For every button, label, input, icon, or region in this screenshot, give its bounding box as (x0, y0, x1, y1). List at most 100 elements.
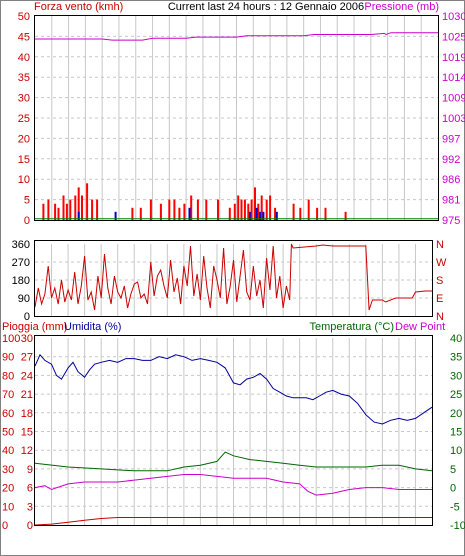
wind-bar (292, 203, 295, 220)
humidity-tick-label: 24 (21, 370, 33, 382)
temperature-tick-label: 15 (450, 427, 462, 439)
temperature-tick-label: 20 (450, 408, 462, 420)
wind-bar (183, 203, 186, 220)
temperature-tick-label: -5 (450, 501, 460, 513)
pressure-tick-label: 992 (442, 154, 460, 166)
wind-bar (228, 207, 231, 220)
temperature-tick-label: 35 (450, 352, 462, 364)
wind-bar (178, 207, 181, 220)
wind-bar (259, 211, 261, 220)
rain-tick-label: 50 (2, 427, 14, 439)
pressure-label: Pressione (mb) (364, 1, 439, 13)
wind-bar (62, 195, 65, 220)
rain-tick-label: 30 (2, 464, 14, 476)
wind-bar (65, 203, 68, 220)
wind-direction-tick-label: 90 (18, 293, 30, 305)
pressure-tick-label: 997 (442, 133, 460, 145)
wind-speed-tick-label: 15 (18, 154, 30, 166)
humidity-tick-label: 9 (27, 464, 33, 476)
pressure-tick-label: 986 (442, 174, 460, 186)
wind-bar (344, 211, 347, 220)
wind-bar (254, 187, 256, 220)
wind-bar (131, 207, 134, 220)
rain-tick-label: 10 (2, 501, 14, 513)
pressure-tick-label: 981 (442, 195, 460, 207)
wind-bar (237, 195, 240, 220)
wind-bar (96, 199, 99, 220)
rain-series (34, 517, 432, 526)
humidity-label: Umidita (%) (64, 321, 121, 333)
compass-label: N (436, 239, 444, 251)
wind-bar (269, 195, 272, 220)
wind-bar (233, 203, 236, 220)
humidity-tick-label: 12 (21, 445, 33, 457)
wind-bar (81, 195, 83, 220)
temperature-series (34, 451, 433, 472)
wind-direction-tick-label: 270 (12, 257, 30, 269)
humidity-tick-label: 15 (21, 427, 33, 439)
wind-bar (57, 207, 60, 220)
humidity-series (34, 353, 433, 425)
wind-bar (149, 199, 152, 220)
wind-speed-tick-label: 40 (18, 52, 30, 64)
wind-bar (248, 211, 251, 220)
wind-bar (168, 199, 171, 220)
wind-speed-tick-label: 0 (24, 215, 30, 227)
wind-bar (42, 203, 45, 220)
climate-ticks: 1009080706050403020100302724211815129630… (2, 333, 465, 532)
rain-tick-label: 60 (2, 408, 14, 420)
wind-bar (188, 207, 191, 220)
wind-direction-plot-frame (34, 240, 433, 317)
wind-speed-tick-label: 20 (18, 133, 30, 145)
wind-direction-series (34, 243, 432, 311)
temperature-tick-label: 10 (450, 445, 462, 457)
wind-bar (114, 211, 117, 220)
wind-pressure-gridlines (35, 16, 438, 220)
wind-direction-tick-label: 180 (12, 275, 30, 287)
wind-bar (77, 211, 80, 220)
humidity-tick-label: 30 (21, 333, 33, 345)
pressure-tick-label: 1025 (442, 31, 465, 43)
humidity-tick-label: 3 (27, 501, 33, 513)
wind-direction-tick-label: 360 (12, 239, 30, 251)
wind-speed-tick-label: 45 (18, 31, 30, 43)
humidity-tick-label: 6 (27, 483, 33, 495)
temperature-tick-label: 25 (450, 389, 462, 401)
climate-lines (34, 353, 433, 526)
wind-bar (255, 207, 258, 220)
wind-bar (257, 203, 260, 220)
wind-bar (217, 199, 219, 220)
dew-point-series (34, 474, 432, 496)
pressure-tick-label: 1019 (442, 52, 465, 64)
wind-bar (196, 199, 199, 220)
temperature-tick-label: 0 (450, 483, 456, 495)
wind-speed-tick-label: 5 (24, 195, 30, 207)
rain-tick-label: 40 (2, 445, 14, 457)
wind-bar (54, 203, 57, 220)
wind-bar (47, 199, 50, 220)
compass-label: N (436, 311, 444, 323)
wind-bar (260, 195, 263, 220)
wind-bar (250, 199, 253, 220)
wind-bar (275, 211, 278, 220)
wind-bar (262, 211, 265, 220)
wind-speed-label: Forza vento (kmh) (34, 1, 123, 13)
wind-bar (316, 207, 319, 220)
pressure-tick-label: 975 (442, 215, 460, 227)
pressure-ticks: 1030 1025 1019 1014 1009 1003 997 992 986 981 975 (442, 11, 465, 227)
wind-bar (86, 183, 89, 220)
temperature-tick-label: 30 (450, 370, 462, 382)
wind-bar (173, 199, 176, 220)
wind-bar (265, 199, 268, 220)
wind-speed-tick-label: 30 (18, 93, 30, 105)
wind-bar (159, 203, 162, 220)
wind-direction-tick-label: 0 (24, 311, 30, 323)
wind-direction-line (34, 243, 432, 311)
wind-bar (205, 199, 208, 220)
rain-tick-label: 70 (2, 389, 14, 401)
wind-speed-tick-label: 10 (18, 174, 30, 186)
pressure-line (35, 32, 438, 220)
